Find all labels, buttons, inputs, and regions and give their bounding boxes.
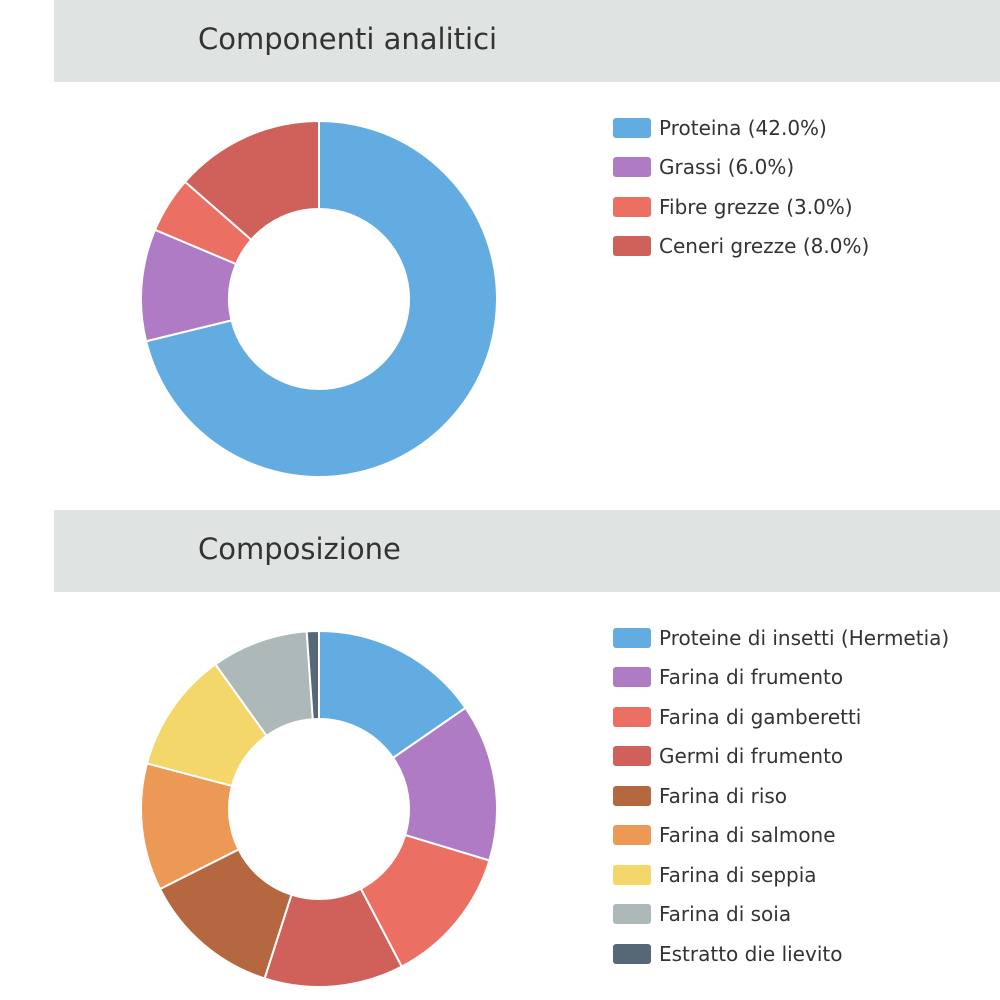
legend-item[interactable]: Fibre grezze (3.0%): [613, 187, 869, 227]
section-header-composition: Composizione: [54, 510, 1000, 592]
legend-item[interactable]: Farina di soia: [613, 895, 949, 935]
legend-label: Proteina (42.0%): [659, 115, 827, 140]
legend-swatch: [613, 236, 651, 257]
legend-swatch: [613, 196, 651, 217]
legend-label: Grassi (6.0%): [659, 155, 795, 180]
legend-swatch: [613, 825, 651, 846]
chart-title: Composizione: [198, 532, 401, 566]
legend-swatch: [613, 117, 651, 138]
legend-label: Farina di riso: [659, 783, 788, 808]
slice-proteina[interactable]: [144, 120, 498, 478]
legend-item[interactable]: Farina di salmone: [613, 816, 949, 856]
legend-item[interactable]: Proteina (42.0%): [613, 108, 869, 148]
legend-composition: Proteine di insetti (Hermetia) Farina di…: [613, 618, 949, 974]
legend-item[interactable]: Grassi (6.0%): [613, 148, 869, 188]
legend-swatch: [613, 746, 651, 767]
legend-swatch: [613, 943, 651, 964]
section-header-analytical: Componenti analitici: [54, 0, 1000, 82]
legend-item[interactable]: Germi di frumento: [613, 737, 949, 777]
slice-ceneri-grezze[interactable]: [183, 120, 320, 242]
slice-estratto-die-lievito[interactable]: [305, 630, 320, 721]
legend-label: Farina di gamberetti: [659, 704, 862, 729]
legend-label: Farina di seppia: [659, 862, 817, 887]
legend-label: Fibre grezze (3.0%): [659, 194, 853, 219]
chart-title: Componenti analitici: [198, 22, 498, 56]
legend-label: Farina di salmone: [659, 823, 836, 848]
legend-item[interactable]: Farina di seppia: [613, 855, 949, 895]
legend-swatch: [613, 904, 651, 925]
legend-label: Ceneri grezze (8.0%): [659, 234, 870, 259]
legend-item[interactable]: Proteine di insetti (Hermetia): [613, 618, 949, 658]
legend-swatch: [613, 785, 651, 806]
legend-item[interactable]: Farina di riso: [613, 776, 949, 816]
donut-chart-composition: [140, 630, 498, 988]
legend-swatch: [613, 157, 651, 178]
legend-item[interactable]: Ceneri grezze (8.0%): [613, 227, 869, 267]
legend-label: Farina di frumento: [659, 665, 844, 690]
legend-analytical: Proteina (42.0%) Grassi (6.0%) Fibre gre…: [613, 108, 869, 266]
legend-label: Estratto die lievito: [659, 941, 843, 966]
legend-swatch: [613, 667, 651, 688]
legend-label: Proteine di insetti (Hermetia): [659, 625, 950, 650]
legend-item[interactable]: Estratto die lievito: [613, 934, 949, 974]
legend-swatch: [613, 627, 651, 648]
donut-chart-analytical: [140, 120, 498, 478]
legend-label: Farina di soia: [659, 902, 792, 927]
legend-swatch: [613, 706, 651, 727]
legend-item[interactable]: Farina di frumento: [613, 658, 949, 698]
legend-swatch: [613, 864, 651, 885]
legend-label: Germi di frumento: [659, 744, 844, 769]
legend-item[interactable]: Farina di gamberetti: [613, 697, 949, 737]
